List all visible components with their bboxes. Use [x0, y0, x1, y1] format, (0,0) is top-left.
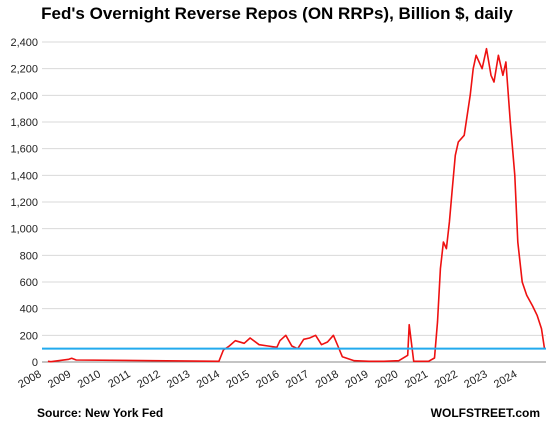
y-tick-label: 200 — [20, 330, 38, 342]
y-tick-label: 400 — [20, 304, 38, 316]
x-tick-label: 2021 — [403, 368, 430, 391]
x-tick-label: 2016 — [254, 368, 281, 391]
y-tick-label: 2,200 — [10, 64, 38, 76]
gridlines — [42, 41, 546, 336]
x-tick-label: 2017 — [284, 368, 311, 391]
x-tick-label: 2012 — [135, 368, 162, 391]
y-tick-label: 1,000 — [10, 224, 38, 236]
x-tick-label: 2020 — [373, 368, 400, 391]
y-tick-label: 0 — [32, 357, 38, 369]
source-note: Source: New York Fed — [37, 406, 164, 420]
chart-title: Fed's Overnight Reverse Repos (ON RRPs),… — [41, 4, 513, 23]
y-tick-label: 800 — [20, 250, 38, 262]
y-tick-label: 1,600 — [10, 144, 38, 156]
x-tick-label: 2014 — [195, 368, 222, 391]
series-line-onrrp — [47, 47, 546, 363]
y-tick-label: 1,200 — [10, 197, 38, 209]
x-tick-label: 2010 — [76, 368, 103, 391]
y-tick-label: 2,400 — [10, 37, 38, 49]
x-tick-label: 2011 — [106, 368, 132, 390]
y-tick-label: 1,400 — [10, 170, 38, 182]
x-tick-label: 2024 — [492, 368, 519, 391]
x-tick-label: 2018 — [314, 368, 341, 391]
y-tick-label: 1,800 — [10, 117, 38, 129]
x-tick-label: 2022 — [433, 368, 460, 391]
x-tick-label: 2015 — [224, 368, 251, 391]
y-tick-label: 600 — [20, 277, 38, 289]
x-tick-label: 2009 — [46, 368, 73, 391]
y-tick-label: 2,000 — [10, 90, 38, 102]
x-axis-ticks: 2008 2009 2010 2011 2012 2013 2014 2015 2016 2017… — [16, 368, 519, 391]
x-tick-label: 2019 — [343, 368, 370, 391]
site-name: WOLFSTREET.com — [430, 406, 540, 420]
x-tick-label: 2023 — [462, 368, 489, 391]
x-tick-label: 2013 — [165, 368, 192, 391]
x-tick-label: 2008 — [16, 368, 43, 391]
y-axis-ticks: 0 200 400 600 800 1,000 1,200 1,400 1,600 1,800 2,… — [10, 37, 38, 369]
